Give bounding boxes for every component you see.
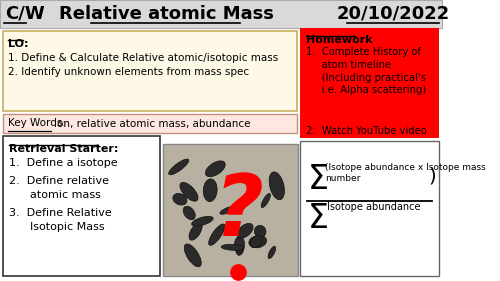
Text: Ion, relative atomic mass, abundance: Ion, relative atomic mass, abundance xyxy=(54,119,250,128)
Text: Key Words:: Key Words: xyxy=(8,119,66,128)
Ellipse shape xyxy=(236,240,244,255)
Ellipse shape xyxy=(234,236,244,253)
Ellipse shape xyxy=(208,224,225,245)
Text: 1.  Define a isotope: 1. Define a isotope xyxy=(9,158,118,168)
Text: (Isotope abundance x Isotope mass: (Isotope abundance x Isotope mass xyxy=(325,163,486,172)
Ellipse shape xyxy=(268,246,276,259)
Text: 2. Identify unknown elements from mass spec: 2. Identify unknown elements from mass s… xyxy=(8,67,249,77)
Text: 1.  Complete History of
     atom timeline
     (Including practical's
     i.e.: 1. Complete History of atom timeline (In… xyxy=(306,47,426,96)
Text: Isotope abundance: Isotope abundance xyxy=(326,203,420,212)
Ellipse shape xyxy=(250,236,262,248)
FancyBboxPatch shape xyxy=(164,144,298,276)
Text: ?: ? xyxy=(212,171,262,253)
Text: ): ) xyxy=(428,166,436,185)
Ellipse shape xyxy=(192,216,213,226)
Text: 2.  Watch YouTube video: 2. Watch YouTube video xyxy=(306,126,426,136)
FancyBboxPatch shape xyxy=(300,141,439,276)
Ellipse shape xyxy=(173,193,187,205)
Text: 3.  Define Relative
      Isotopic Mass: 3. Define Relative Isotopic Mass xyxy=(9,208,112,232)
FancyBboxPatch shape xyxy=(0,0,442,28)
Text: Retrieval Starter:: Retrieval Starter: xyxy=(9,144,118,154)
FancyBboxPatch shape xyxy=(2,31,296,111)
Ellipse shape xyxy=(220,206,236,214)
FancyBboxPatch shape xyxy=(2,114,296,133)
FancyBboxPatch shape xyxy=(2,136,160,276)
Text: 20/10/2022: 20/10/2022 xyxy=(336,5,450,23)
Text: LO:: LO: xyxy=(8,39,28,49)
Ellipse shape xyxy=(206,161,225,177)
Ellipse shape xyxy=(180,182,198,201)
Ellipse shape xyxy=(221,244,244,250)
Ellipse shape xyxy=(261,193,270,208)
Ellipse shape xyxy=(254,225,266,237)
Text: Σ: Σ xyxy=(308,163,328,196)
Ellipse shape xyxy=(237,223,253,238)
Text: Homework: Homework xyxy=(306,35,372,45)
FancyBboxPatch shape xyxy=(300,28,439,138)
Ellipse shape xyxy=(269,172,284,200)
Ellipse shape xyxy=(184,244,201,267)
Ellipse shape xyxy=(183,206,196,220)
Ellipse shape xyxy=(189,223,202,240)
Text: Relative atomic Mass: Relative atomic Mass xyxy=(58,5,274,23)
Ellipse shape xyxy=(249,235,266,248)
Ellipse shape xyxy=(168,159,189,175)
Text: 2.  Define relative
      atomic mass: 2. Define relative atomic mass xyxy=(9,176,109,200)
Text: 1. Define & Calculate Relative atomic/isotopic mass: 1. Define & Calculate Relative atomic/is… xyxy=(8,53,278,63)
Text: C/W: C/W xyxy=(6,5,45,23)
Ellipse shape xyxy=(247,181,257,191)
Text: Σ: Σ xyxy=(308,203,328,235)
Ellipse shape xyxy=(204,179,217,201)
Text: number: number xyxy=(325,174,360,183)
